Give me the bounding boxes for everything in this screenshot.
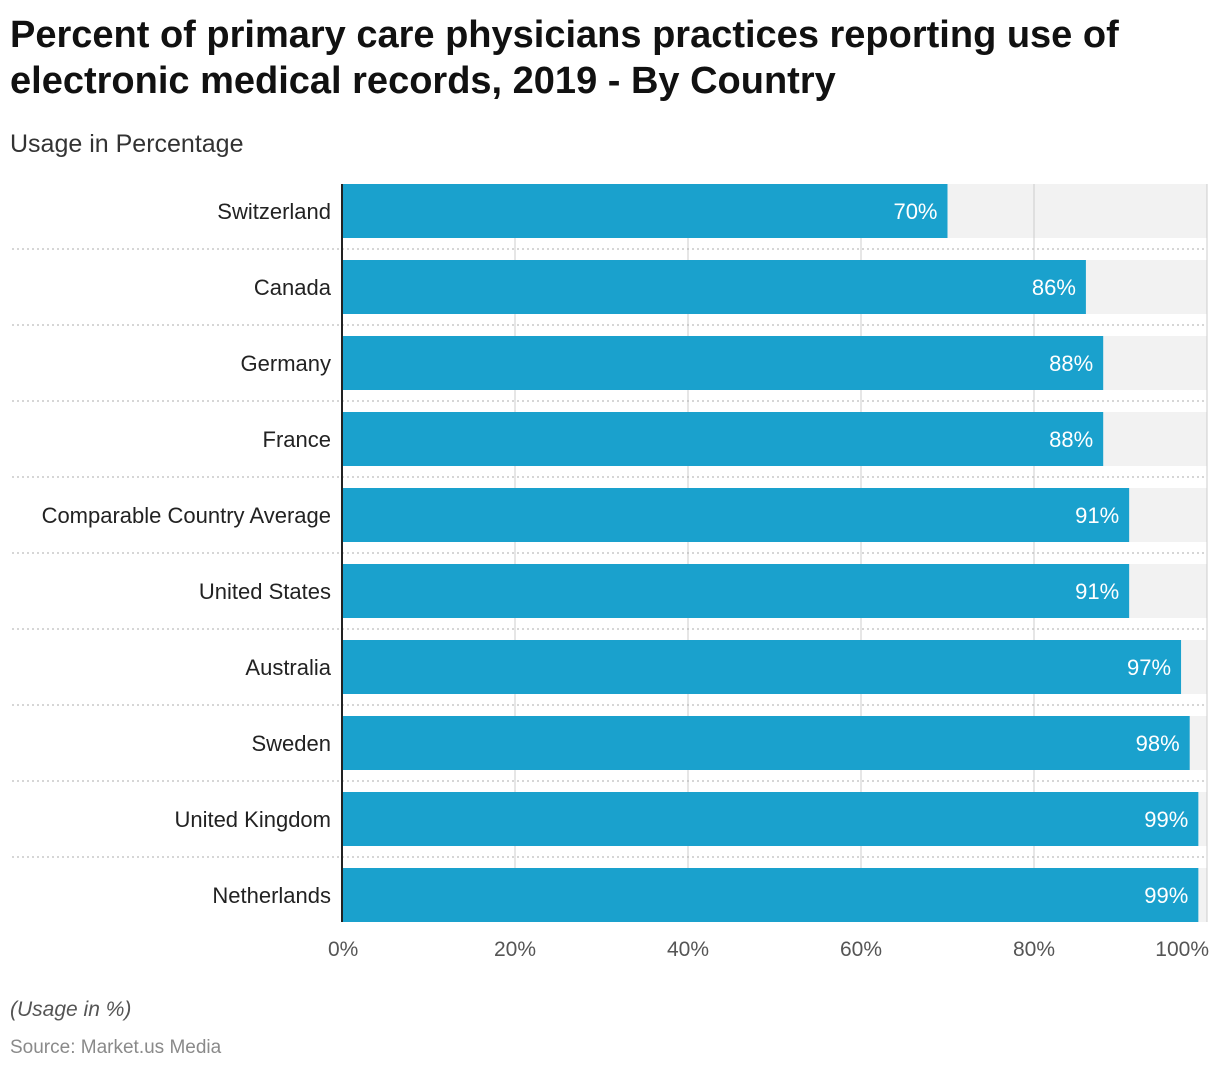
value-label: 99% — [1144, 807, 1188, 832]
value-label: 98% — [1136, 731, 1180, 756]
units-note: (Usage in %) — [10, 998, 132, 1021]
category-label: Comparable Country Average — [42, 503, 331, 528]
chart-subtitle: Usage in Percentage — [10, 130, 244, 158]
x-tick-label: 60% — [840, 938, 882, 961]
value-label: 70% — [893, 199, 937, 224]
bar-chart: Switzerland 70% Canada 86% Germany 88% France 8… — [12, 184, 1209, 961]
value-label: 86% — [1032, 275, 1076, 300]
category-label: United States — [199, 579, 331, 604]
x-tick-label: 0% — [328, 938, 358, 961]
bar — [342, 640, 1182, 694]
source-credit: Source: Market.us Media — [10, 1037, 222, 1058]
category-label: France — [263, 427, 331, 452]
value-label: 91% — [1075, 579, 1119, 604]
category-label: United Kingdom — [174, 807, 331, 832]
value-label: 97% — [1127, 655, 1171, 680]
value-label: 88% — [1049, 351, 1093, 376]
category-label: Switzerland — [217, 199, 331, 224]
category-label: Netherlands — [212, 883, 331, 908]
x-tick-label: 20% — [494, 938, 536, 961]
category-label: Germany — [241, 351, 331, 376]
bar — [342, 412, 1104, 466]
bar — [342, 260, 1086, 314]
x-tick-label: 80% — [1013, 938, 1055, 961]
bar — [342, 564, 1130, 618]
bar — [342, 336, 1104, 390]
x-tick-label: 40% — [667, 938, 709, 961]
bar — [342, 184, 948, 238]
bar — [342, 792, 1199, 846]
x-tick-label: 100% — [1155, 938, 1209, 961]
category-label: Canada — [254, 275, 332, 300]
category-label: Sweden — [251, 731, 331, 756]
value-label: 91% — [1075, 503, 1119, 528]
bar — [342, 716, 1190, 770]
category-label: Australia — [245, 655, 331, 680]
bar — [342, 488, 1130, 542]
value-label: 88% — [1049, 427, 1093, 452]
value-label: 99% — [1144, 883, 1188, 908]
chart-title: Percent of primary care physicians pract… — [10, 14, 1119, 102]
bar — [342, 868, 1199, 922]
